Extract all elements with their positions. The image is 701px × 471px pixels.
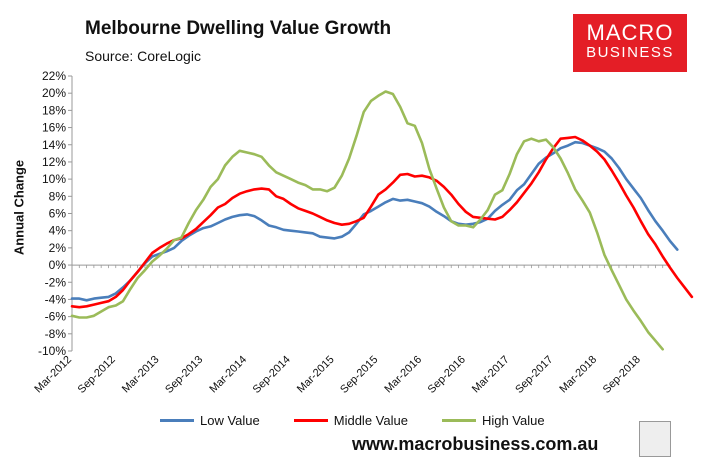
chart-title: Melbourne Dwelling Value Growth — [85, 18, 392, 39]
legend-label-middle: Middle Value — [333, 413, 408, 428]
x-tick-label: Mar-2018 — [557, 354, 599, 396]
x-tick-label: Sep-2014 — [251, 354, 293, 396]
legend-item-middle: Middle Value — [293, 413, 408, 428]
legend: Low Value Middle Value High Value — [160, 413, 545, 428]
legend-label-high: High Value — [481, 413, 545, 428]
legend-label-low: Low Value — [200, 413, 260, 428]
y-tick-label: -2% — [45, 275, 67, 289]
y-tick-label: 18% — [42, 103, 66, 117]
legend-swatch-low — [160, 419, 194, 422]
series-line-high-value — [70, 90, 665, 351]
y-tick-label: 4% — [49, 224, 67, 238]
y-tick-label: 10% — [42, 172, 66, 186]
y-tick-label: 20% — [42, 86, 66, 100]
y-tick-label: 12% — [42, 155, 66, 169]
logo-line-1: MACRO — [586, 20, 674, 45]
y-tick-label: 14% — [42, 138, 66, 152]
x-tick-label: Sep-2016 — [426, 354, 468, 396]
chart-source: Source: CoreLogic — [85, 48, 201, 64]
x-tick-label: Sep-2013 — [163, 354, 205, 396]
y-tick-label: 6% — [49, 207, 67, 221]
legend-swatch-middle — [293, 419, 328, 422]
series-line-low-value — [70, 140, 679, 302]
logo-line-2: BUSINESS — [586, 44, 674, 61]
y-tick-label: -6% — [45, 310, 67, 324]
y-tick-label: 0% — [49, 258, 67, 272]
x-tick-label: Mar-2014 — [207, 354, 249, 396]
x-tick-label: Sep-2018 — [601, 354, 643, 396]
x-tick-label: Mar-2013 — [120, 354, 162, 396]
legend-item-high: High Value — [441, 413, 545, 428]
y-tick-label: 16% — [42, 121, 66, 135]
legend-item-low: Low Value — [160, 413, 260, 428]
x-tick-label: Mar-2017 — [470, 354, 512, 396]
y-tick-label: 2% — [49, 241, 67, 255]
x-tick-label: Mar-2016 — [382, 354, 424, 396]
y-tick-label: 8% — [49, 189, 67, 203]
website-url[interactable]: www.macrobusiness.com.au — [352, 434, 599, 454]
y-tick-label: -4% — [45, 292, 67, 306]
x-tick-label: Sep-2012 — [76, 354, 118, 396]
x-tick-label: Mar-2012 — [32, 354, 74, 396]
macrobusiness-logo: MACRO BUSINESS — [573, 14, 687, 72]
y-tick-label: -8% — [45, 327, 67, 341]
series-line-middle-value — [70, 135, 694, 309]
y-tick-label: 22% — [42, 69, 66, 83]
legend-swatch-high — [441, 419, 476, 422]
y-tick-label: -10% — [38, 344, 66, 358]
x-tick-label: Mar-2015 — [295, 354, 337, 396]
x-tick-label: Sep-2017 — [513, 354, 555, 396]
x-tick-label: Sep-2015 — [338, 354, 380, 396]
fox-logo-icon — [639, 421, 671, 457]
